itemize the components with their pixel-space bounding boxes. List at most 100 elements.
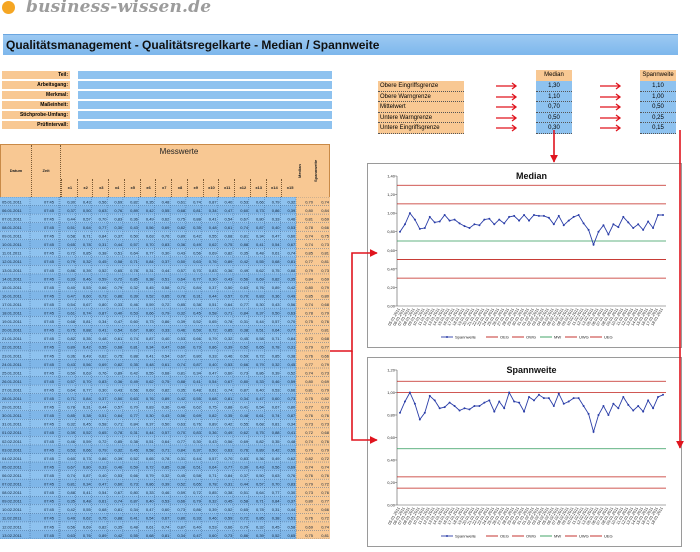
cell-time: 07:45 (44, 507, 55, 512)
cell-measure: 0,48 (146, 362, 155, 367)
cell-measure: 0,78 (83, 242, 92, 247)
cell-measure: 0,36 (209, 430, 218, 435)
cell-measure: 0,64 (114, 413, 123, 418)
cell-measure: 0,35 (225, 413, 234, 418)
cell-median: 0,77 (305, 362, 314, 367)
info-value-field[interactable] (78, 71, 332, 79)
cell-measure: 0,85 (256, 516, 265, 521)
cell-measure: 0,40 (67, 285, 76, 290)
cell-measure: 0,63 (225, 447, 234, 452)
cell-range: 0,66 (321, 507, 330, 512)
info-value-field[interactable] (78, 81, 332, 89)
limits-header-median: Median (536, 70, 572, 81)
table-row (0, 479, 296, 488)
data-point (557, 214, 560, 217)
cell-measure: 0,65 (209, 319, 218, 324)
cell-measure: 0,61 (209, 387, 218, 392)
cell-measure: 0,65 (193, 482, 202, 487)
limit-label: Obere Warngrenze (378, 91, 464, 102)
cell-measure: 0,38 (193, 302, 202, 307)
data-point (423, 227, 426, 229)
info-value-field[interactable] (78, 91, 332, 99)
cell-measure: 0,67 (114, 490, 123, 495)
cell-measure: 0,56 (287, 302, 296, 307)
cell-measure: 0,72 (193, 490, 202, 495)
data-point (413, 402, 416, 405)
cell-measure: 0,38 (225, 490, 234, 495)
info-label: Prüfintervall: (2, 121, 70, 129)
info-value-field[interactable] (78, 101, 332, 109)
y-tick-label: 0,40 (387, 266, 396, 271)
cell-measure: 0,79 (256, 362, 265, 367)
cell-measure: 0,77 (225, 464, 234, 469)
cell-measure: 0,72 (99, 439, 108, 444)
cell-measure: 0,84 (272, 499, 281, 504)
cell-range: 0,72 (321, 516, 330, 521)
cell-measure: 0,86 (209, 345, 218, 350)
cell-date: 09.02.2011 (2, 499, 22, 504)
cell-time: 07:45 (44, 379, 55, 384)
cell-measure: 0,55 (240, 422, 249, 427)
cell-measure: 0,30 (162, 251, 171, 256)
data-point (503, 407, 506, 410)
cell-measure: 0,61 (162, 362, 171, 367)
cell-measure: 0,88 (272, 430, 281, 435)
table-row-result (296, 462, 330, 471)
cell-measure: 0,78 (225, 319, 234, 324)
cell-measure: 0,89 (177, 234, 186, 239)
cell-measure: 0,49 (240, 268, 249, 273)
cell-measure: 0,63 (83, 370, 92, 375)
data-point (622, 215, 625, 218)
cell-measure: 0,42 (146, 208, 155, 213)
cell-median: 0,79 (305, 345, 314, 350)
cell-measure: 0,72 (256, 353, 265, 358)
cell-measure: 0,33 (114, 302, 123, 307)
info-value-field[interactable] (78, 111, 332, 119)
cell-measure: 0,51 (240, 490, 249, 495)
measure-col-header: x6 (139, 179, 157, 197)
cell-date: 10.02.2011 (2, 507, 22, 512)
data-point (577, 214, 580, 216)
cell-measure: 0,48 (209, 225, 218, 230)
cell-range: 0,81 (321, 328, 330, 333)
cell-measure: 0,30 (209, 276, 218, 281)
cell-measure: 0,37 (209, 285, 218, 290)
cell-measure: 0,78 (162, 456, 171, 461)
cell-measure: 0,49 (83, 353, 92, 358)
cell-measure: 0,43 (162, 413, 171, 418)
site-logo[interactable]: business-wissen.de (0, 0, 700, 22)
info-value-field[interactable] (78, 121, 332, 129)
info-label: Stichprobe-Umfang: (2, 111, 70, 119)
cell-measure: 0,42 (67, 507, 76, 512)
cell-measure: 0,68 (162, 370, 171, 375)
limit-range-value: 0,25 (640, 112, 676, 123)
data-point (602, 224, 605, 227)
cell-measure: 0,58 (162, 285, 171, 290)
table-row-result (296, 197, 330, 206)
data-point (627, 221, 630, 224)
cell-measure: 0,45 (287, 362, 296, 367)
cell-measure: 0,64 (83, 225, 92, 230)
cell-measure: 0,70 (225, 456, 234, 461)
cell-measure: 0,52 (130, 456, 139, 461)
table-row (0, 487, 296, 497)
cell-date: 22.01.2011 (2, 345, 22, 350)
data-point (478, 224, 481, 227)
table-row-result (296, 308, 330, 317)
cell-measure: 0,36 (272, 293, 281, 298)
cell-measure: 0,39 (272, 370, 281, 375)
cell-measure: 0,57 (209, 456, 218, 461)
cell-measure: 0,84 (177, 447, 186, 452)
cell-measure: 0,75 (209, 405, 218, 410)
measure-col-header: x2 (76, 179, 94, 197)
cell-median: 0,72 (305, 430, 314, 435)
data-point (582, 405, 585, 407)
cell-time: 07:45 (44, 439, 55, 444)
cell-measure: 0,43 (225, 276, 234, 281)
cell-time: 07:45 (44, 216, 55, 221)
cell-measure: 0,84 (287, 336, 296, 341)
cell-date: 12.02.2011 (2, 524, 22, 529)
cell-median: 0,81 (305, 216, 314, 221)
cell-measure: 0,48 (162, 199, 171, 204)
cell-range: 0,68 (321, 430, 330, 435)
